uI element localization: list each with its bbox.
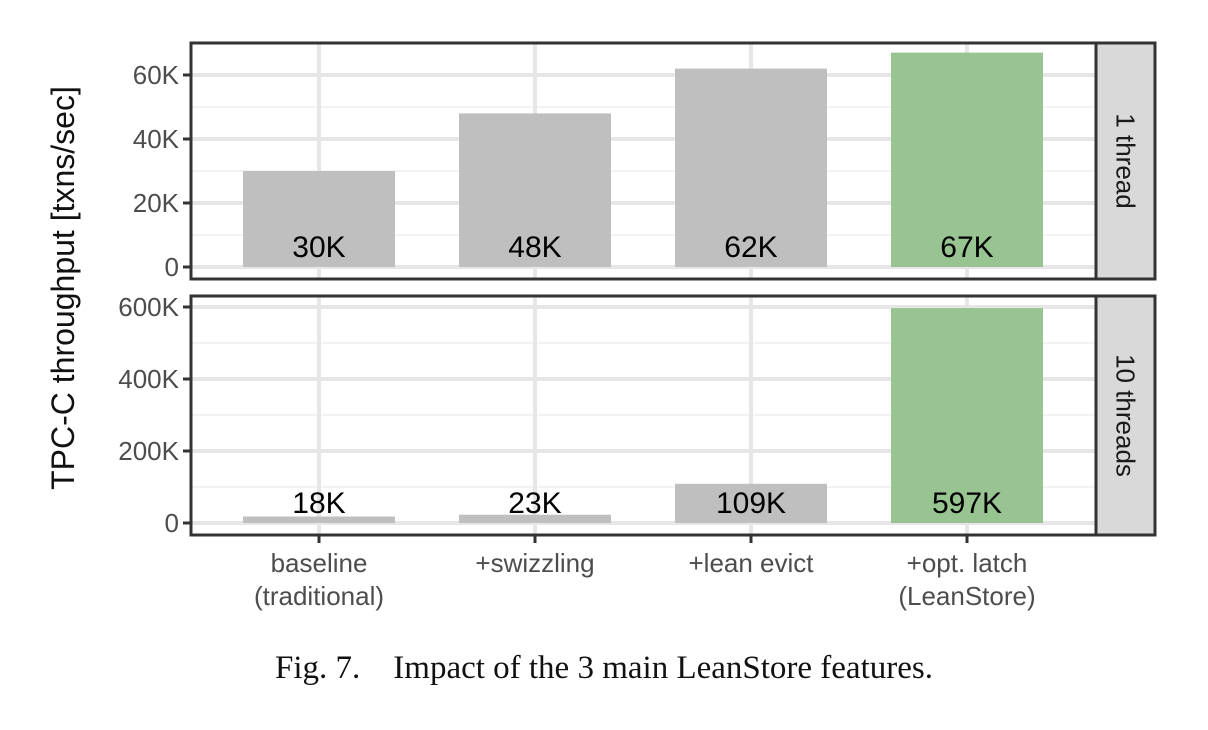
facet-strip-label: 10 threads (1111, 354, 1141, 477)
y-axis-title: TPC-C throughput [txns/sec] (45, 86, 81, 490)
caption-number: Fig. 7. (275, 650, 361, 686)
x-tick-label: +swizzling (475, 548, 594, 578)
x-tick-label: (LeanStore) (898, 581, 1035, 611)
bar (891, 52, 1043, 267)
caption-text: Impact of the 3 main LeanStore features. (393, 650, 933, 686)
facet-strip-label: 1 thread (1111, 113, 1141, 208)
data-label: 597K (932, 487, 1002, 520)
data-label: 67K (940, 231, 993, 264)
data-label: 30K (292, 231, 345, 264)
x-tick-label: baseline (271, 548, 368, 578)
data-label: 48K (508, 231, 561, 264)
bar (459, 514, 611, 523)
y-tick-label: 0 (165, 252, 179, 282)
figure-caption: Fig. 7. Impact of the 3 main LeanStore f… (0, 650, 1208, 687)
y-tick-label: 40K (133, 124, 180, 154)
bar (243, 171, 395, 267)
data-label: 18K (292, 487, 345, 520)
bar (459, 113, 611, 268)
data-label: 62K (724, 231, 777, 264)
y-tick-label: 20K (133, 188, 180, 218)
y-tick-label: 60K (133, 60, 180, 90)
data-label: 109K (716, 487, 786, 520)
bar (243, 516, 395, 523)
y-tick-label: 400K (118, 364, 179, 394)
y-tick-label: 600K (118, 292, 179, 322)
y-tick-label: 200K (118, 436, 179, 466)
x-tick-label: (traditional) (254, 581, 384, 611)
x-tick-label: +opt. latch (907, 548, 1028, 578)
bar (675, 68, 827, 267)
facet-strip (1094, 41, 1157, 281)
bar (675, 483, 827, 523)
x-tick-label: +lean evict (688, 548, 814, 578)
data-label: 23K (508, 487, 561, 520)
facet-strip (1094, 294, 1157, 537)
y-tick-label: 0 (165, 508, 179, 538)
bar (891, 308, 1043, 523)
